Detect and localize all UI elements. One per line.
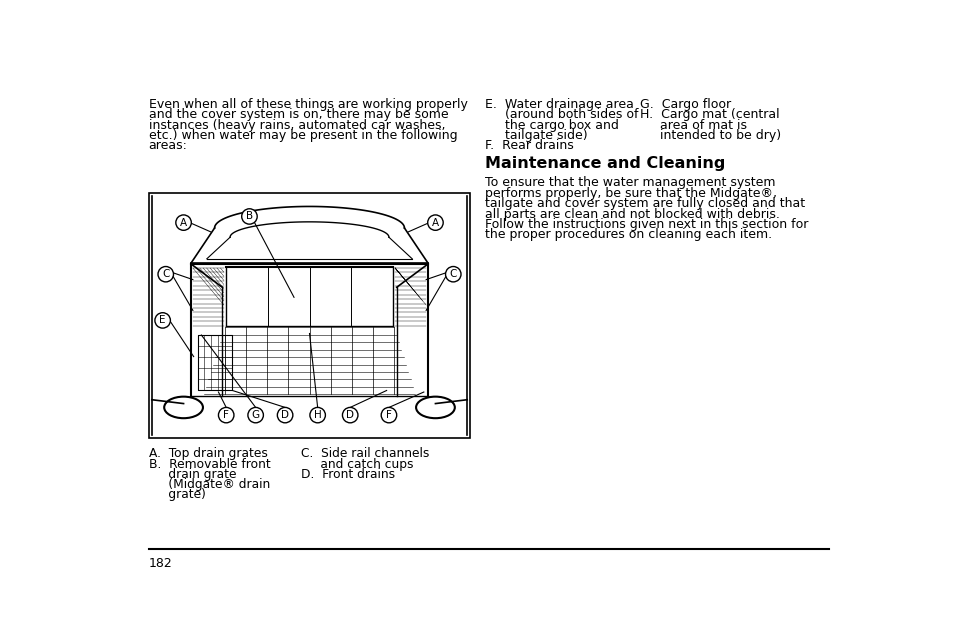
Text: E.  Water drainage area: E. Water drainage area [484,98,633,111]
Text: and catch cups: and catch cups [301,458,414,471]
Text: Maintenance and Cleaning: Maintenance and Cleaning [484,156,724,171]
Text: D: D [346,410,354,420]
Text: the proper procedures on cleaning each item.: the proper procedures on cleaning each i… [484,228,771,242]
Text: performs properly, be sure that the Midgate®,: performs properly, be sure that the Midg… [484,187,777,200]
Text: the cargo box and: the cargo box and [484,119,618,132]
Text: A: A [432,218,438,228]
Text: tailgate side): tailgate side) [484,129,587,142]
Text: areas:: areas: [149,139,188,153]
Text: and the cover system is on, there may be some: and the cover system is on, there may be… [149,108,448,121]
Text: Follow the instructions given next in this section for: Follow the instructions given next in th… [484,218,807,231]
Text: instances (heavy rains, automated car washes,: instances (heavy rains, automated car wa… [149,119,445,132]
Text: B: B [246,211,253,221]
Circle shape [310,408,325,423]
Text: A: A [180,218,187,228]
Circle shape [277,408,293,423]
Circle shape [445,266,460,282]
Circle shape [427,215,443,230]
Text: G.  Cargo floor: G. Cargo floor [639,98,730,111]
Text: tailgate and cover system are fully closed and that: tailgate and cover system are fully clos… [484,197,804,211]
Text: G: G [252,410,259,420]
Circle shape [381,408,396,423]
Text: (Midgate® drain: (Midgate® drain [149,478,270,491]
Bar [197,335,233,391]
Circle shape [158,266,173,282]
Text: F: F [223,410,229,420]
Circle shape [342,408,357,423]
Text: H: H [314,410,321,420]
Text: F: F [386,410,392,420]
Text: all parts are clean and not blocked with debris.: all parts are clean and not blocked with… [484,207,780,221]
Text: E: E [159,315,166,326]
Bar [149,193,470,438]
Text: 182: 182 [149,556,172,570]
Text: C: C [162,269,170,279]
Text: D: D [281,410,289,420]
Circle shape [248,408,263,423]
Text: H.  Cargo mat (central: H. Cargo mat (central [639,108,779,121]
Text: grate): grate) [149,488,205,501]
Text: B.  Removable front: B. Removable front [149,458,270,471]
Text: Even when all of these things are working properly: Even when all of these things are workin… [149,98,467,111]
Text: A.  Top drain grates: A. Top drain grates [149,448,267,460]
Text: drain grate: drain grate [149,468,236,481]
Text: etc.) when water may be present in the following: etc.) when water may be present in the f… [149,129,456,142]
Text: F.  Rear drains: F. Rear drains [484,139,573,153]
Text: (around both sides of: (around both sides of [484,108,638,121]
Circle shape [175,215,192,230]
Text: intended to be dry): intended to be dry) [639,129,781,142]
Text: To ensure that the water management system: To ensure that the water management syst… [484,176,775,190]
Circle shape [154,313,171,328]
Circle shape [241,209,257,224]
Text: C.  Side rail channels: C. Side rail channels [301,448,429,460]
Text: D.  Front drains: D. Front drains [301,468,395,481]
Text: area of mat is: area of mat is [639,119,746,132]
Circle shape [218,408,233,423]
Text: C: C [449,269,456,279]
